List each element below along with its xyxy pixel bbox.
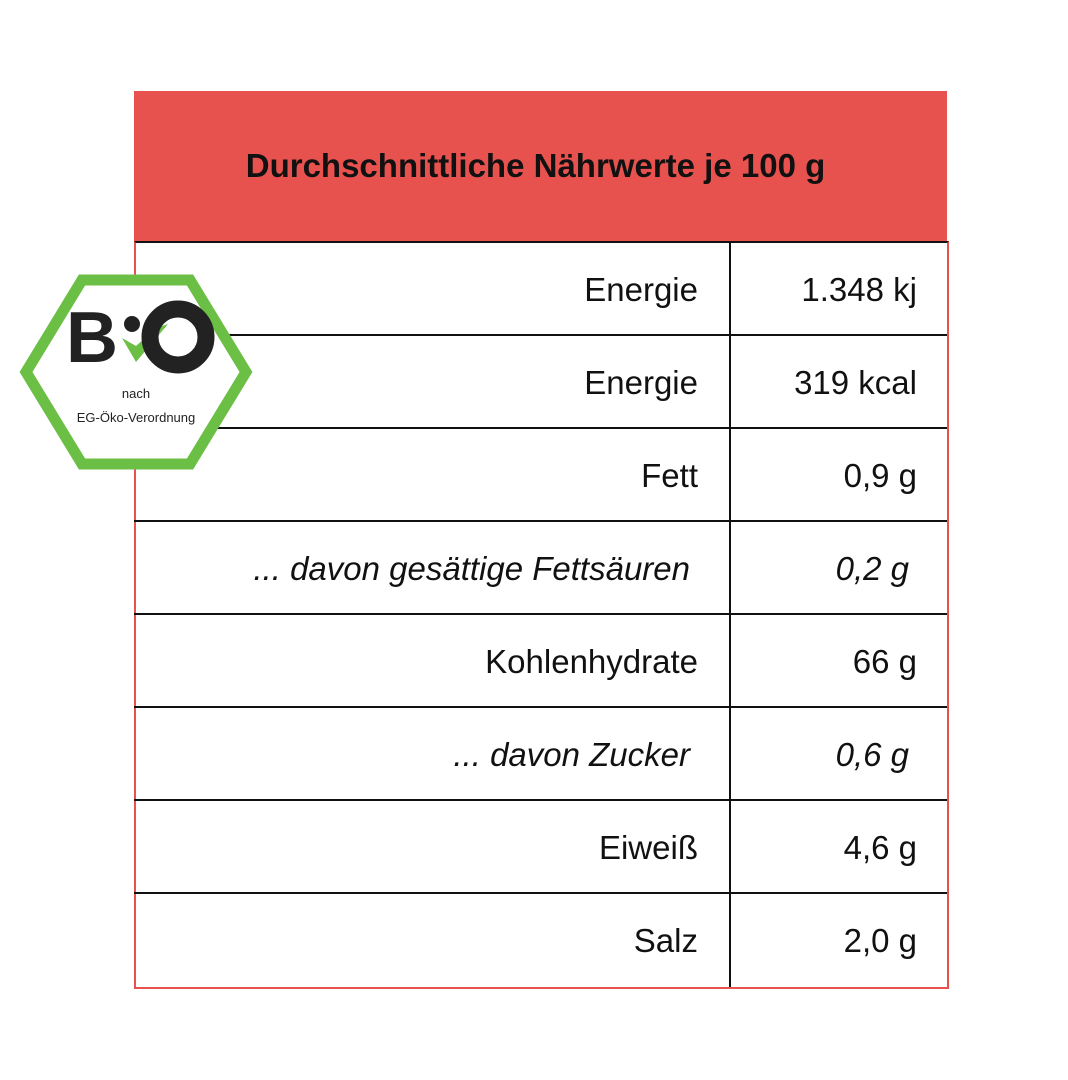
nutrient-label: ... davon Zucker — [453, 736, 690, 773]
logo-line1: nach — [122, 386, 150, 401]
row-divider — [134, 520, 947, 522]
row-divider — [134, 892, 947, 894]
row-divider — [134, 427, 947, 429]
nutrient-value: 1.348 kj — [801, 271, 917, 308]
table-header: Durchschnittliche Nährwerte je 100 g — [134, 91, 947, 241]
row-divider — [134, 799, 947, 801]
svg-text:B: B — [66, 298, 118, 378]
nutrient-label: Kohlenhydrate — [485, 643, 698, 680]
nutrient-label: ... davon gesättige Fettsäuren — [253, 550, 690, 587]
row-divider — [134, 706, 947, 708]
nutrient-label: Eiweiß — [598, 829, 698, 866]
row-divider — [134, 613, 947, 615]
logo-line2: EG-Öko-Verordnung — [77, 410, 196, 425]
table-frame — [134, 241, 949, 989]
nutrient-value: 319 kcal — [794, 364, 917, 401]
nutrient-value: 2,0 g — [843, 922, 917, 959]
nutrient-value: 0,2 g — [835, 550, 909, 587]
nutrient-label: Energie — [584, 364, 698, 401]
nutrient-label: Salz — [633, 922, 698, 959]
nutrient-value: 4,6 g — [843, 829, 917, 866]
nutrient-value: 0,6 g — [835, 736, 909, 773]
nutrient-label: Fett — [641, 457, 698, 494]
table-title: Durchschnittliche Nährwerte je 100 g — [245, 147, 826, 184]
nutrient-value: 66 g — [852, 643, 917, 680]
bio-seal-logo: B nach EG-Öko-Verordnung — [19, 274, 253, 470]
column-divider — [729, 241, 731, 987]
row-divider — [134, 334, 947, 336]
nutrient-value: 0,9 g — [843, 457, 917, 494]
nutrient-label: Energie — [584, 271, 698, 308]
